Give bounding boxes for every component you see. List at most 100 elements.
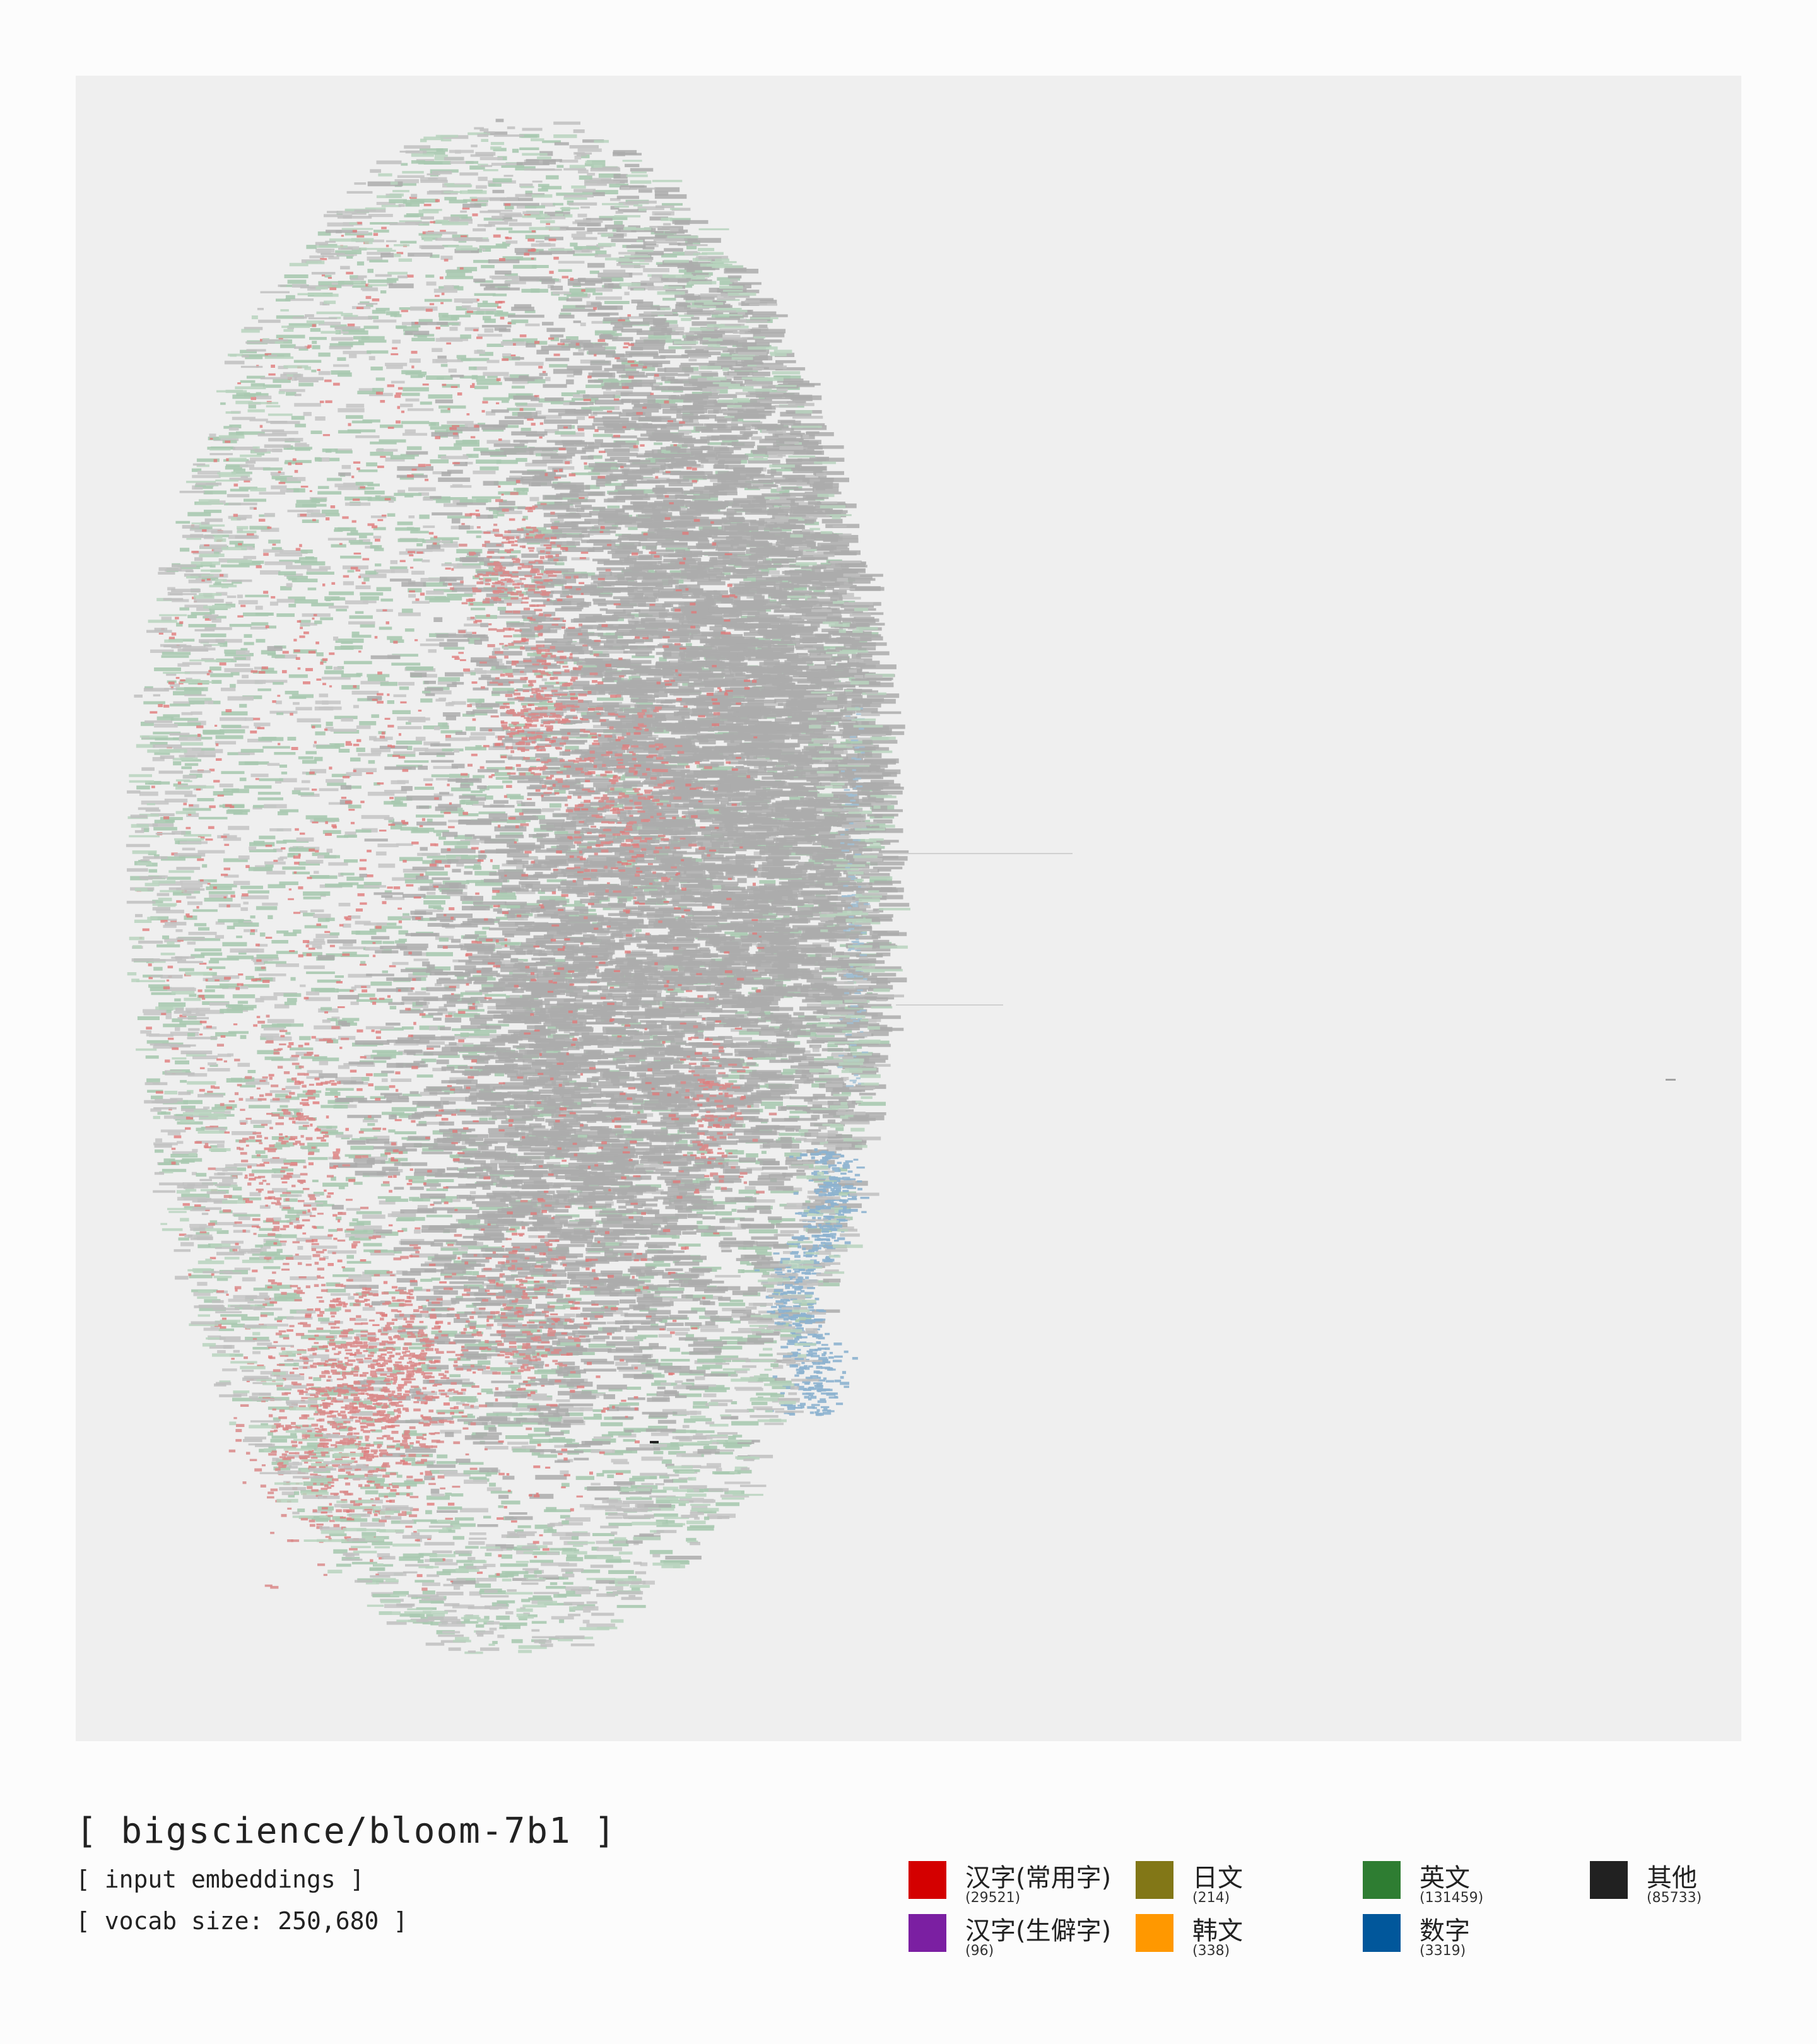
english-token-point xyxy=(783,915,790,919)
other-token-point xyxy=(694,1517,700,1520)
english-token-point xyxy=(355,931,377,935)
english-token-point xyxy=(613,440,639,445)
other-token-point xyxy=(852,980,879,984)
english-token-point xyxy=(230,684,236,688)
english-token-point xyxy=(283,993,302,997)
english-token-point xyxy=(426,1614,433,1618)
english-token-point xyxy=(274,1293,300,1298)
english-token-point xyxy=(179,734,203,738)
english-token-point xyxy=(187,614,197,618)
english-token-point xyxy=(179,1020,203,1025)
other-token-point xyxy=(444,1044,459,1048)
english-token-point xyxy=(479,1117,488,1121)
english-token-point xyxy=(705,1388,727,1392)
english-token-point xyxy=(647,399,673,404)
english-token-point xyxy=(331,1176,336,1181)
other-token-point xyxy=(432,348,443,352)
english-token-point xyxy=(683,1418,696,1423)
other-token-point xyxy=(181,712,193,715)
english-token-point xyxy=(279,560,301,563)
english-token-point xyxy=(362,1532,377,1536)
english-token-point xyxy=(465,726,476,731)
other-token-point xyxy=(433,726,440,731)
english-token-point xyxy=(556,192,582,196)
other-token-point xyxy=(428,649,437,653)
other-token-point xyxy=(233,1295,257,1299)
other-token-point xyxy=(270,1099,290,1103)
english-token-point xyxy=(320,1105,343,1108)
other-token-point xyxy=(496,616,526,619)
english-token-point xyxy=(584,163,606,167)
english-token-point xyxy=(145,1055,159,1059)
english-token-point xyxy=(594,330,617,333)
english-token-point xyxy=(686,245,697,250)
other-token-point xyxy=(228,826,250,830)
english-token-point xyxy=(173,761,182,766)
english-token-point xyxy=(192,937,221,941)
other-token-point xyxy=(354,1225,382,1230)
english-token-point xyxy=(587,455,603,459)
english-token-point xyxy=(215,1104,237,1108)
other-token-point xyxy=(243,902,249,905)
other-token-point xyxy=(197,471,221,475)
english-token-point xyxy=(288,1096,300,1100)
english-token-point xyxy=(211,1107,235,1110)
english-token-point xyxy=(388,1302,404,1307)
english-token-point xyxy=(276,712,284,715)
other-token-point xyxy=(317,946,322,949)
english-token-point xyxy=(382,941,395,944)
other-token-point xyxy=(679,1498,704,1501)
english-token-point xyxy=(553,203,563,206)
other-token-point xyxy=(233,1392,247,1397)
english-token-point xyxy=(502,256,524,261)
english-token-point xyxy=(380,290,387,294)
english-token-point xyxy=(360,1486,379,1489)
english-token-point xyxy=(458,1553,472,1556)
english-token-point xyxy=(495,942,522,945)
english-token-point xyxy=(576,1352,595,1355)
english-token-point xyxy=(392,710,411,714)
other-token-point xyxy=(295,1428,315,1432)
other-token-point xyxy=(355,435,380,438)
english-token-point xyxy=(196,1232,209,1236)
english-token-point xyxy=(208,891,235,895)
english-token-point xyxy=(148,984,170,988)
english-token-point xyxy=(325,1132,344,1136)
english-token-point xyxy=(211,679,222,684)
english-token-point xyxy=(504,273,518,278)
other-token-point xyxy=(215,921,225,925)
other-token-point xyxy=(397,175,425,179)
english-token-point xyxy=(295,1065,302,1069)
english-token-point xyxy=(372,1541,393,1546)
english-token-point xyxy=(738,1189,757,1194)
english-token-point xyxy=(389,199,407,204)
other-token-point xyxy=(207,1068,230,1072)
english-token-point xyxy=(405,1175,425,1180)
other-token-point xyxy=(238,751,255,755)
english-token-point xyxy=(730,1320,741,1324)
other-token-point xyxy=(167,987,195,991)
other-token-point xyxy=(510,1375,522,1380)
english-token-point xyxy=(369,1567,385,1571)
english-token-point xyxy=(295,423,306,428)
english-token-point xyxy=(268,1406,297,1410)
other-token-point xyxy=(435,359,463,363)
other-token-point xyxy=(676,1411,702,1415)
other-token-point xyxy=(563,1030,570,1033)
english-token-point xyxy=(298,792,314,796)
english-token-point xyxy=(340,954,369,957)
other-token-point xyxy=(262,902,278,906)
other-token-point xyxy=(196,1009,224,1014)
english-token-point xyxy=(346,1260,372,1264)
other-token-point xyxy=(356,1360,379,1363)
other-token-point xyxy=(431,1493,445,1497)
other-token-point xyxy=(390,560,397,565)
english-token-point xyxy=(543,1529,557,1533)
english-token-point xyxy=(419,514,430,519)
other-token-point xyxy=(373,1136,390,1140)
english-token-point xyxy=(406,446,422,450)
english-token-point xyxy=(390,566,408,570)
other-token-point xyxy=(270,1158,286,1163)
english-token-point xyxy=(475,701,482,705)
english-token-point xyxy=(457,563,481,568)
